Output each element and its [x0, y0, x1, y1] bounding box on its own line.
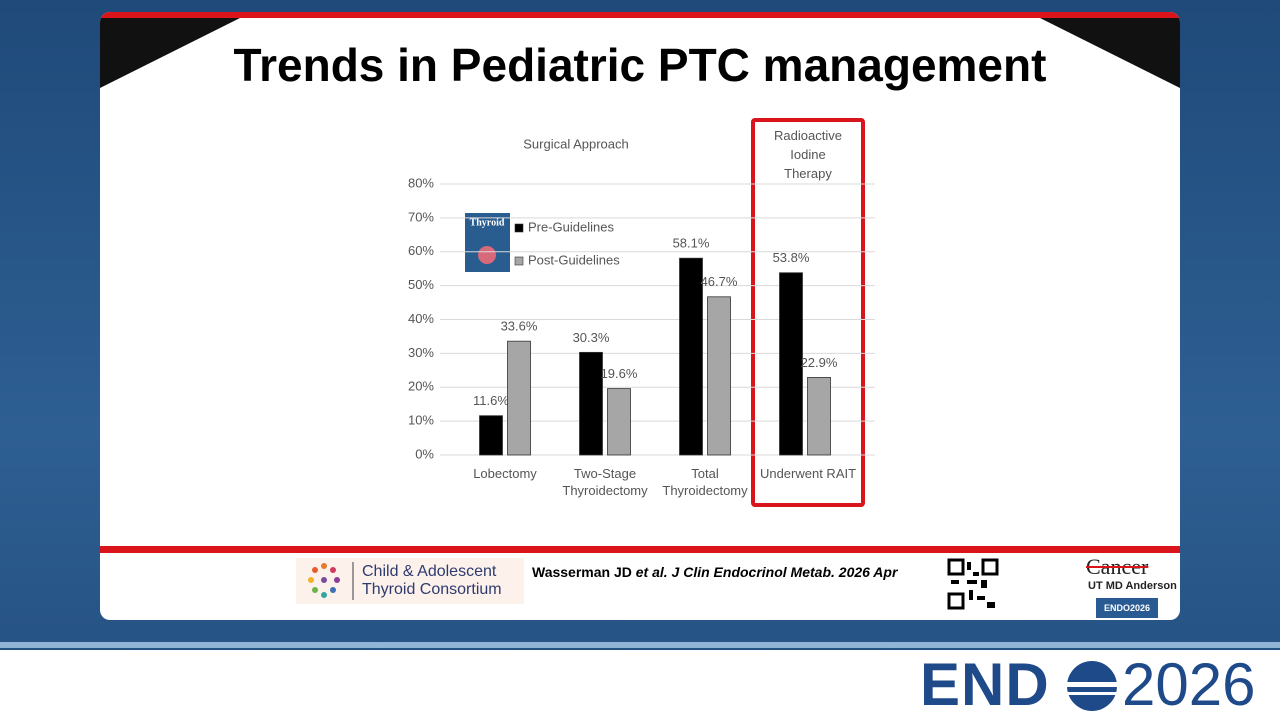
x-tick-label: Two-Stage Thyroidectomy: [562, 466, 648, 498]
bar: [479, 415, 503, 456]
legend-label: Pre-Guidelines: [528, 219, 614, 234]
bar: [607, 388, 631, 456]
logo-divider: [352, 562, 354, 600]
logo-dots: [308, 563, 340, 598]
highlight-box: [751, 118, 865, 507]
banner-line: [0, 642, 1280, 648]
value-label: 53.8%: [773, 250, 810, 265]
bar: [679, 257, 703, 456]
y-tick-label: 40%: [408, 311, 434, 326]
annotation: Radioactive Iodine Therapy: [774, 128, 842, 181]
citation-etal: et al.: [635, 564, 668, 580]
value-label: 19.6%: [601, 366, 638, 381]
slide: Trends in Pediatric PTC management Child…: [100, 12, 1180, 620]
y-tick-label: 20%: [408, 379, 434, 394]
bar: [579, 351, 603, 456]
value-label: 46.7%: [701, 274, 738, 289]
chart-title: Surgical Approach: [523, 136, 629, 151]
cancer-logo: Cancer: [1086, 554, 1149, 579]
y-tick-label: 50%: [408, 277, 434, 292]
y-tick-label: 70%: [408, 209, 434, 224]
corner-right: [1040, 18, 1180, 88]
x-tick-label: Lobectomy: [473, 466, 537, 481]
value-label: 22.9%: [801, 355, 838, 370]
value-label: 30.3%: [573, 330, 610, 345]
citation: Wasserman JD et al. J Clin Endocrinol Me…: [532, 564, 897, 580]
value-label: 58.1%: [673, 236, 710, 251]
legend-label: Post-Guidelines: [528, 252, 620, 267]
bar: [707, 296, 731, 456]
y-tick-label: 10%: [408, 413, 434, 428]
md-anderson: UT MD Anderson: [1088, 580, 1177, 592]
x-tick-label: Underwent RAIT: [759, 466, 857, 481]
slide-title: Trends in Pediatric PTC management: [233, 39, 1047, 91]
consortium-logo: Child & Adolescent Thyroid Consortium: [296, 558, 524, 604]
x-tick-label: Total Thyroidectomy: [662, 466, 748, 498]
citation-authors: Wasserman JD: [532, 564, 632, 580]
journal-cover-title: Thyroid: [470, 217, 505, 228]
value-label: 11.6%: [473, 393, 509, 408]
banner-end: END: [920, 651, 1050, 718]
legend-swatch: [514, 256, 524, 266]
value-label: 33.6%: [501, 319, 538, 334]
red-divider: [100, 546, 1180, 553]
banner-year: 2026: [1122, 651, 1256, 718]
y-tick-label: 30%: [408, 345, 434, 360]
journal-cover-art: [478, 246, 496, 264]
consortium-name: Child & Adolescent Thyroid Consortium: [362, 563, 502, 598]
y-tick-label: 0%: [415, 446, 434, 461]
endo-badge: ENDO2026: [1096, 598, 1158, 618]
banner: END 2026: [0, 650, 1280, 720]
legend-swatch: [514, 223, 524, 233]
corner-left: [100, 18, 240, 88]
corner-decor: [100, 18, 1180, 88]
banner-globe: [1066, 661, 1118, 711]
bar: [507, 340, 531, 456]
citation-journal: J Clin Endocrinol Metab. 2026 Apr: [671, 564, 898, 580]
bar: [807, 377, 831, 456]
y-tick-label: 80%: [408, 175, 434, 190]
annotation-box: Radioactive Iodine Therapy: [774, 128, 842, 181]
bar: [779, 272, 803, 456]
red-bar: [100, 12, 1180, 18]
y-tick-label: 60%: [408, 243, 434, 258]
qr-code: [947, 558, 999, 610]
